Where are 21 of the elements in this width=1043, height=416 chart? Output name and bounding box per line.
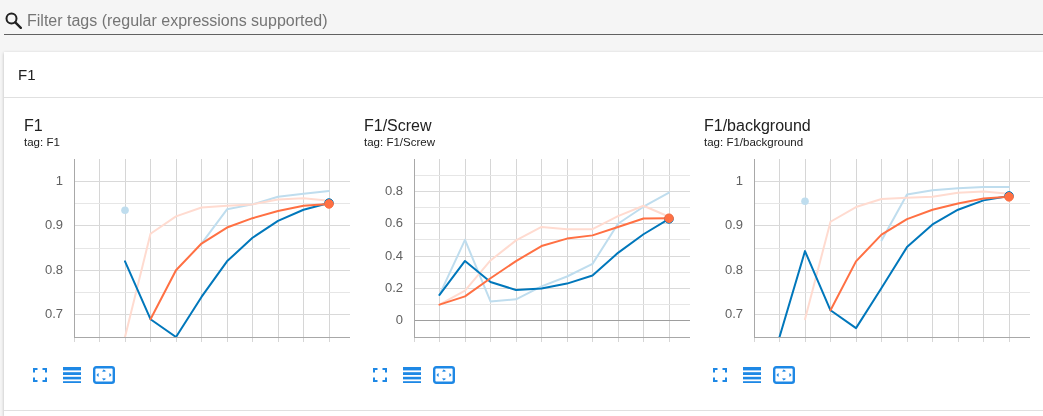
y-tick-label: 1 xyxy=(55,172,63,188)
text: F1 xyxy=(18,66,36,84)
y-tick-label: 0.2 xyxy=(384,280,403,296)
y-tick-label: 0.9 xyxy=(724,217,743,233)
y-tick-label: 0.8 xyxy=(724,261,743,277)
chart-title: F1 xyxy=(24,117,43,135)
y-tick-label: 0.8 xyxy=(44,261,63,277)
chart-subtitle: tag: F1 xyxy=(24,136,60,149)
y-tick-label: 0.9 xyxy=(44,217,63,233)
chart-subtitle: tag: F1/background xyxy=(704,136,804,149)
chart-title: F1/Screw xyxy=(364,117,432,135)
y-tick-label: 0.8 xyxy=(384,182,403,198)
chart-subtitle: tag: F1/Screw xyxy=(364,136,435,149)
y-tick-label: 0.6 xyxy=(384,215,403,231)
y-tick-label: 0 xyxy=(395,312,403,328)
y-tick-label: 1 xyxy=(735,172,743,188)
text: Filter tags (regular expressions supported) xyxy=(27,11,328,31)
y-tick-label: 0.7 xyxy=(724,306,743,322)
y-tick-label: 0.7 xyxy=(44,306,63,322)
chart-title: F1/background xyxy=(704,117,811,135)
y-tick-label: 0.4 xyxy=(384,247,403,263)
